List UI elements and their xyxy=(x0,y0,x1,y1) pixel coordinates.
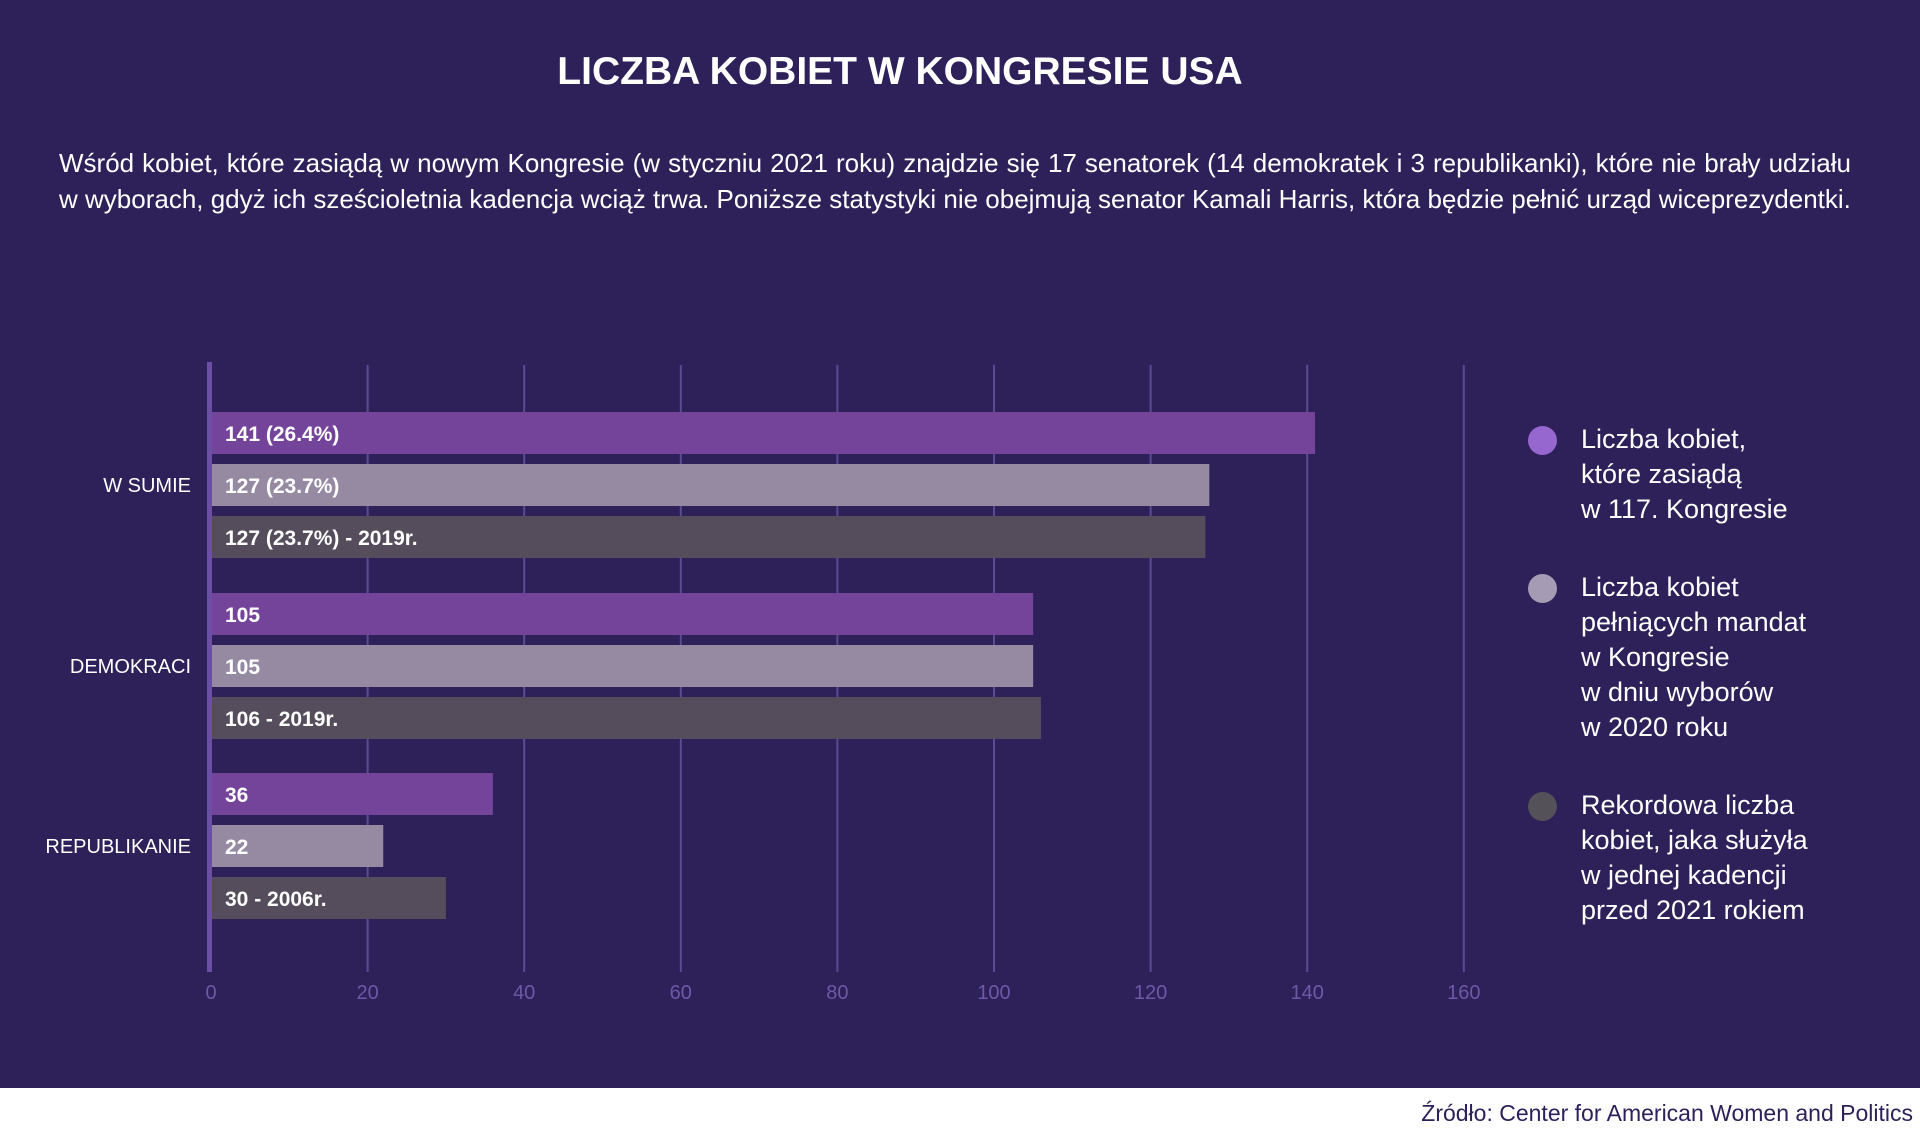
x-tick-label: 80 xyxy=(826,982,848,1004)
bar xyxy=(211,464,1210,506)
legend-label: Liczba kobiet, które zasiądą w 117. Kong… xyxy=(1581,424,1788,524)
bar xyxy=(211,877,446,919)
bar-data-label: 105 xyxy=(225,656,260,679)
legend-item-record: Rekordowa liczba kobiet, jaka służyła w … xyxy=(1525,788,1885,928)
bar-data-label: 105 xyxy=(225,604,260,627)
x-tick-label: 120 xyxy=(1134,982,1167,1004)
bar xyxy=(211,697,1041,739)
category-label: W SUMIE xyxy=(103,475,191,497)
x-tick-label: 160 xyxy=(1447,982,1480,1004)
legend: Liczba kobiet, które zasiądą w 117. Kong… xyxy=(1525,422,1885,928)
x-tick-label: 140 xyxy=(1291,982,1324,1004)
legend-dot-icon xyxy=(1528,426,1557,455)
bar-data-label: 36 xyxy=(225,784,248,807)
bar-data-label: 30 - 2006r. xyxy=(225,888,327,911)
bar xyxy=(211,825,384,867)
bar-chart: 0 20 40 60 80 100 120 140 160 141 (26.4%) 127 (23.… xyxy=(45,362,1480,1004)
source-note: Źródło: Center for American Women and Po… xyxy=(1421,1100,1913,1126)
x-tick-label: 0 xyxy=(205,982,216,1004)
bar-data-label: 141 (26.4%) xyxy=(225,423,339,446)
legend-dot-icon xyxy=(1528,574,1557,603)
chart-description: Wśród kobiet, które zasiądą w nowym Kong… xyxy=(59,148,1851,214)
bar xyxy=(211,516,1206,558)
category-label: REPUBLIKANIE xyxy=(45,836,191,858)
legend-item-election-day: Liczba kobiet pełniących mandat w Kongre… xyxy=(1525,570,1885,745)
bar xyxy=(211,645,1034,687)
x-tick-label: 40 xyxy=(513,982,535,1004)
x-tick-label: 20 xyxy=(356,982,378,1004)
bar-data-label: 127 (23.7%) - 2019r. xyxy=(225,527,418,550)
legend-item-current-congress: Liczba kobiet, które zasiądą w 117. Kong… xyxy=(1525,422,1885,527)
legend-label: Liczba kobiet pełniących mandat w Kongre… xyxy=(1581,572,1807,742)
bar xyxy=(211,773,493,815)
chart-title: LICZBA KOBIET W KONGRESIE USA xyxy=(557,50,1243,93)
x-tick-label: 100 xyxy=(977,982,1010,1004)
bar-data-label: 22 xyxy=(225,836,248,859)
legend-label: Rekordowa liczba kobiet, jaka służyła w … xyxy=(1581,790,1808,925)
bar xyxy=(211,593,1034,635)
category-label: DEMOKRACI xyxy=(70,656,191,678)
x-tick-label: 60 xyxy=(670,982,692,1004)
bar-data-label: 106 - 2019r. xyxy=(225,708,338,731)
bar-data-label: 127 (23.7%) xyxy=(225,475,339,498)
legend-dot-icon xyxy=(1528,792,1557,821)
bar xyxy=(211,412,1316,454)
